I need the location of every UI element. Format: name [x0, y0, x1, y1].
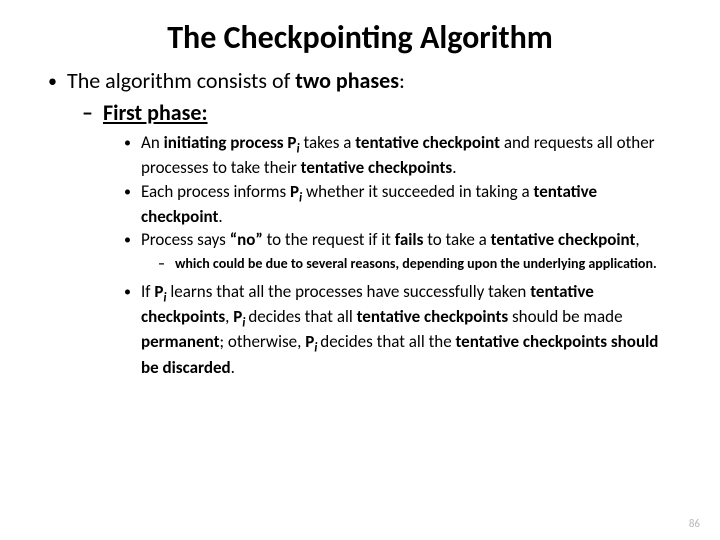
- text-fragment: P: [233, 306, 242, 327]
- level1-text: The algorithm consists of two phases:: [67, 67, 672, 95]
- text-fragment: .: [452, 157, 456, 178]
- text-fragment: .: [231, 357, 235, 378]
- text-bold: two phases: [295, 67, 399, 94]
- text-fragment: .: [218, 206, 222, 227]
- text-fragment: P: [305, 331, 314, 352]
- level2-text: First phase:: [103, 99, 672, 126]
- bullet-dash-icon: –: [82, 99, 93, 126]
- text-bold: Pi: [233, 306, 248, 327]
- text-fragment: Process says: [141, 229, 230, 250]
- level3-text: Each process informs Pi whether it succe…: [141, 181, 672, 228]
- text-bold: tentative checkpoints: [301, 157, 453, 178]
- text-fragment: ,: [635, 229, 639, 250]
- text-fragment: An: [141, 132, 164, 153]
- text-fragment: If: [141, 281, 154, 302]
- bullet-dot-icon: •: [124, 281, 131, 378]
- level3-text: If Pi learns that all the processes have…: [141, 281, 672, 378]
- bullet-level1: • The algorithm consists of two phases:: [48, 67, 672, 95]
- slide-title: The Checkpointing Algorithm: [48, 18, 672, 57]
- text-fragment: learns that all the processes have succe…: [167, 281, 531, 302]
- bullet-level3: • Each process informs Pi whether it suc…: [124, 181, 672, 228]
- text-fragment: whether it succeeded in taking a: [302, 181, 533, 202]
- bullet-level4: – which could be due to several reasons,…: [158, 255, 672, 273]
- text-fragment: The algorithm consists of: [67, 67, 295, 94]
- level3-text: Process says “no” to the request if it f…: [141, 229, 672, 251]
- text-fragment: decides that all the: [320, 331, 455, 352]
- bullet-level3: • Process says “no” to the request if it…: [124, 229, 672, 251]
- bullet-level3: • If Pi learns that all the processes ha…: [124, 281, 672, 378]
- bullet-dot-icon: •: [48, 67, 57, 95]
- bullet-dot-icon: •: [124, 229, 131, 251]
- bullet-dash-icon: –: [158, 255, 165, 273]
- text-fragment: Each process informs: [141, 181, 290, 202]
- text-fragment: initiating process P: [164, 132, 297, 153]
- text-fragment: P: [290, 181, 299, 202]
- text-fragment: takes a: [300, 132, 356, 153]
- text-fragment: to the request if it: [263, 229, 395, 250]
- text-fragment: should be made: [512, 306, 623, 327]
- text-bold: Pi: [305, 331, 320, 352]
- text-bold: tentative checkpoint: [491, 229, 636, 250]
- text-bold: fails: [395, 229, 424, 250]
- slide-body: The Checkpointing Algorithm • The algori…: [0, 0, 720, 398]
- text-fragment: decides that all: [248, 306, 356, 327]
- text-bold: “no”: [230, 229, 263, 250]
- page-number: 86: [689, 517, 700, 530]
- text-bold: tentative checkpoint: [355, 132, 500, 153]
- text-fragment: to take a: [423, 229, 490, 250]
- level3-text: An initiating process Pi takes a tentati…: [141, 132, 672, 179]
- bullet-dot-icon: •: [124, 132, 131, 179]
- text-bold: permanent: [141, 331, 219, 352]
- text-bold: initiating process Pi: [164, 132, 300, 153]
- bullet-dot-icon: •: [124, 181, 131, 228]
- text-fragment: ; otherwise,: [219, 331, 305, 352]
- text-bold: Pi: [290, 181, 302, 202]
- bullet-level3: • An initiating process Pi takes a tenta…: [124, 132, 672, 179]
- level4-text: which could be due to several reasons, d…: [175, 255, 672, 273]
- text-bold: tentative checkpoints: [357, 306, 512, 327]
- bullet-level2: – First phase:: [82, 99, 672, 126]
- text-fragment: :: [399, 67, 405, 94]
- text-bold: Pi: [154, 281, 166, 302]
